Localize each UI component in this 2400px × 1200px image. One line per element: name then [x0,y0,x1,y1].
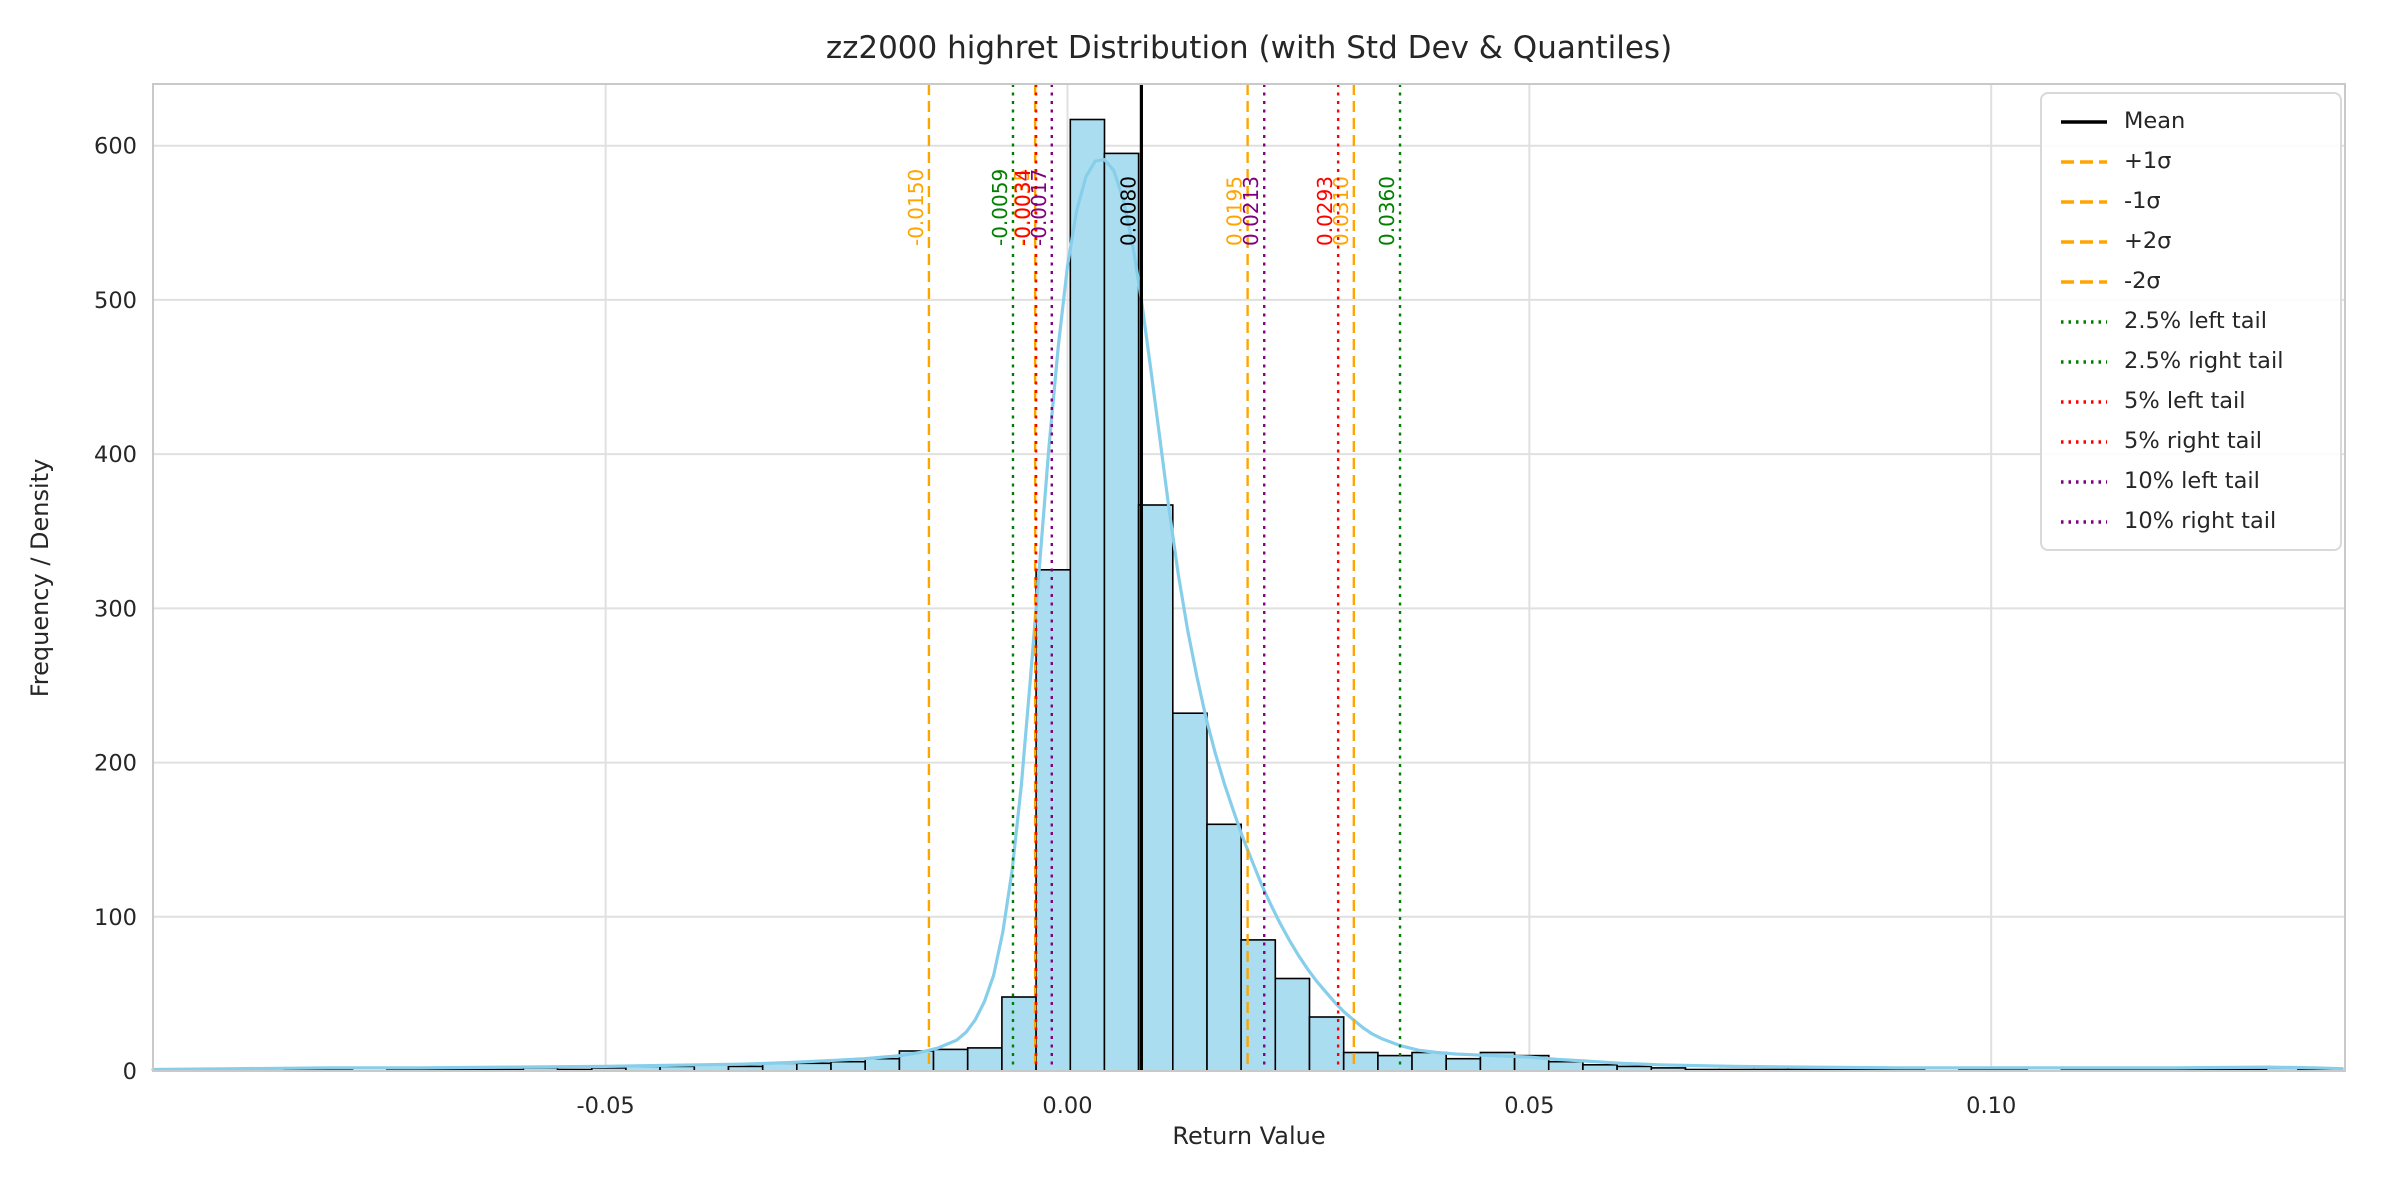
legend-item-label: 10% left tail [2124,468,2260,494]
vline-label-plus-2-sigma: 0.0310 [1329,176,1353,246]
legend-item-label: -1σ [2124,188,2161,214]
legend-item-label: 10% right tail [2124,508,2277,534]
histogram-bar [1240,939,1277,1072]
chart-title: zz2000 highret Distribution (with Std De… [825,30,1673,66]
vline-label-mean: 0.0080 [1116,176,1140,246]
histogram-bar [1445,1057,1482,1072]
legend-item: -2σ [2060,268,2322,295]
legend-item: 2.5% right tail [2060,348,2322,375]
vline-label-q5-left: -0.0034 [1011,169,1035,246]
vline-label-minus-2-sigma: -0.0150 [904,169,928,246]
histogram-bar [1342,1051,1379,1072]
histogram-bar [966,1047,1003,1072]
histogram-bar [795,1062,832,1072]
x-tick-label: 0.10 [1966,1093,2016,1119]
x-tick-label: 0.00 [1042,1093,1092,1119]
y-axis-label: Frequency / Density [26,458,54,698]
vline-label-q10-right: 0.0213 [1239,176,1263,246]
histogram-bar [1103,152,1140,1072]
histogram-bar [1172,712,1208,1072]
y-tick-label: 600 [94,134,137,160]
legend-item-label: 5% right tail [2124,428,2262,454]
legend-line-icon [2061,399,2107,404]
histogram-bar [932,1048,969,1072]
legend-line-icon [2061,519,2107,524]
vline-label-minus-1-sigma: -0.0035 [1010,169,1034,246]
y-tick-label: 400 [94,442,137,468]
vline-label-q2-5-right: 0.0360 [1375,176,1399,246]
histogram-bar [1069,118,1106,1072]
histogram-bar [1035,568,1072,1072]
legend-item-label: -2σ [2124,268,2161,294]
histogram-bar [864,1057,901,1072]
histogram-bar [1001,996,1037,1072]
legend-line-icon [2061,119,2107,124]
vline-label-q2-5-left: -0.0059 [988,169,1012,246]
histogram-bar [1547,1060,1584,1072]
x-tick-label: 0.05 [1504,1093,1554,1119]
legend-item-label: 2.5% left tail [2124,308,2268,334]
histogram-bar [1411,1051,1448,1072]
kde-curve [151,158,2344,1072]
histogram-bar [830,1060,867,1072]
y-tick-label: 0 [123,1059,137,1085]
legend-item-label: +2σ [2124,228,2172,254]
y-tick-label: 500 [94,288,137,314]
legend-line-icon [2061,199,2107,204]
legend-line-icon [2061,479,2107,484]
vline-label-plus-1-sigma: 0.0195 [1223,176,1247,246]
legend-item: 10% right tail [2060,508,2322,535]
legend-item-label: 2.5% right tail [2124,348,2284,374]
histogram-bar [1206,823,1243,1072]
y-tick-label: 200 [94,751,137,777]
x-axis-label: Return Value [1172,1122,1326,1150]
vline-label-q10-left: -0.0017 [1027,169,1051,246]
legend-item: 5% left tail [2060,388,2322,415]
histogram-bar [1274,977,1311,1072]
legend-line-icon [2061,159,2107,164]
legend-item: 2.5% left tail [2060,308,2322,335]
legend-line-icon [2061,319,2107,324]
legend-item: Mean [2060,108,2322,135]
legend-line-icon [2061,279,2107,284]
y-tick-label: 100 [94,905,137,931]
legend-item: -1σ [2060,188,2322,215]
vline-label-q5-right: 0.0293 [1313,176,1337,246]
legend-item-label: 5% left tail [2124,388,2246,414]
legend-item: +2σ [2060,228,2322,255]
legend-line-icon [2061,239,2107,244]
legend-item: 5% right tail [2060,428,2322,455]
legend-item-label: Mean [2124,108,2186,134]
legend-line-icon [2061,359,2107,364]
legend: Mean +1σ -1σ +2σ -2σ 2.5% left tail 2.5% right… [2040,92,2342,551]
histogram-bar [1137,504,1174,1072]
legend-line-icon [2061,439,2107,444]
histogram-bar [1377,1054,1413,1072]
x-tick-label: -0.05 [577,1093,635,1119]
y-tick-label: 300 [94,596,137,622]
legend-item: 10% left tail [2060,468,2322,495]
legend-item-label: +1σ [2124,148,2172,174]
legend-item: +1σ [2060,148,2322,175]
plot-border [152,83,2346,1072]
